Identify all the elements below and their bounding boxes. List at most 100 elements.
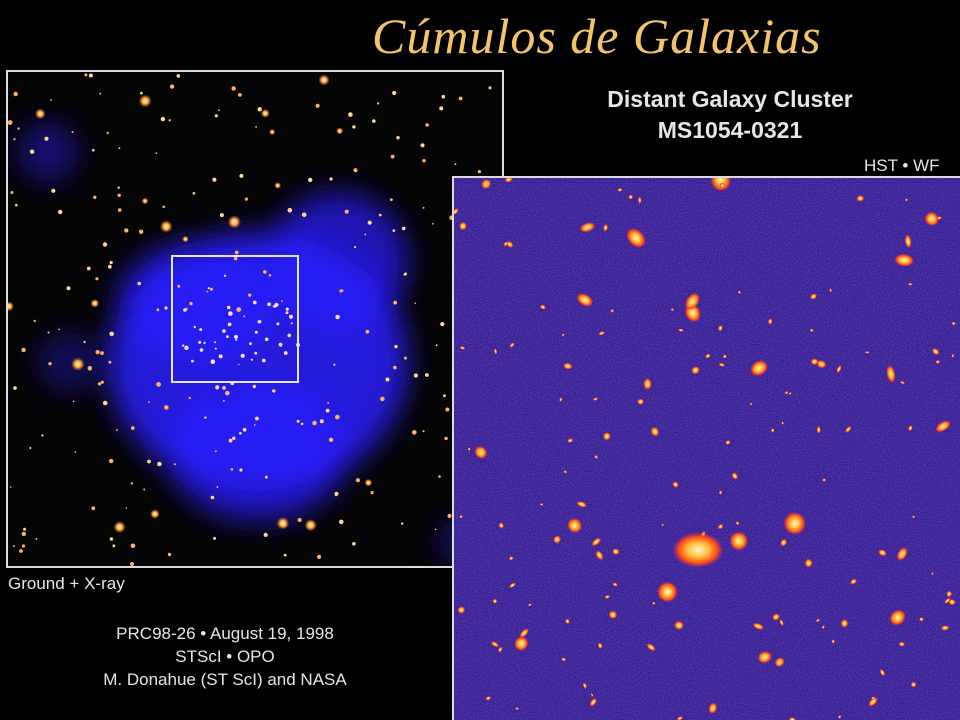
cluster-star xyxy=(228,311,233,316)
galaxy xyxy=(603,223,609,232)
star xyxy=(118,147,121,150)
star xyxy=(222,386,226,390)
galaxy xyxy=(676,716,684,720)
star xyxy=(58,328,60,331)
star xyxy=(206,290,209,293)
galaxy xyxy=(684,292,701,311)
star xyxy=(109,458,114,464)
ground-xray-image xyxy=(6,70,504,568)
galaxy xyxy=(490,641,499,648)
star xyxy=(488,86,492,90)
galaxy xyxy=(467,447,471,451)
star xyxy=(315,103,320,108)
star xyxy=(140,91,143,95)
galaxy xyxy=(737,290,741,294)
star xyxy=(29,149,35,154)
cluster-star xyxy=(193,325,196,329)
galaxy xyxy=(563,362,573,370)
galaxy xyxy=(650,426,660,437)
galaxy xyxy=(878,549,887,557)
star xyxy=(329,177,333,181)
star xyxy=(148,401,150,404)
star xyxy=(66,286,71,291)
star xyxy=(434,528,437,531)
cluster-star xyxy=(250,358,253,361)
galaxy xyxy=(935,420,951,433)
star xyxy=(8,120,13,125)
star xyxy=(9,486,12,488)
galaxy xyxy=(459,346,466,350)
star xyxy=(370,491,374,495)
star xyxy=(385,377,390,382)
galaxy xyxy=(508,556,514,561)
galaxy xyxy=(602,432,611,441)
star xyxy=(335,314,340,320)
star xyxy=(71,131,74,134)
galaxy xyxy=(749,402,753,406)
galaxy xyxy=(735,521,740,526)
galaxy xyxy=(506,240,514,248)
galaxy xyxy=(822,478,827,482)
star xyxy=(334,494,338,497)
galaxy xyxy=(845,426,852,433)
galaxy xyxy=(691,365,700,375)
galaxy xyxy=(652,601,656,605)
star xyxy=(109,331,114,337)
galaxy xyxy=(816,425,821,434)
star xyxy=(214,450,217,453)
star xyxy=(143,488,146,491)
star xyxy=(477,170,481,174)
galaxy xyxy=(780,538,788,547)
galaxy xyxy=(772,613,780,621)
star xyxy=(445,407,450,412)
star xyxy=(19,549,23,553)
cluster-star xyxy=(249,342,252,346)
star xyxy=(109,537,114,541)
cluster-star xyxy=(254,330,258,334)
star xyxy=(33,319,36,323)
star xyxy=(51,188,56,193)
galaxy xyxy=(528,603,532,607)
star xyxy=(227,215,241,229)
galaxy xyxy=(612,582,618,587)
galaxy xyxy=(804,558,813,568)
cluster-star xyxy=(222,329,226,333)
star xyxy=(90,298,100,308)
galaxy xyxy=(919,617,924,622)
star xyxy=(268,274,272,277)
cluster-star xyxy=(290,322,293,325)
star xyxy=(159,220,173,233)
galaxy xyxy=(718,362,726,367)
star xyxy=(239,173,244,178)
star xyxy=(21,544,26,548)
star xyxy=(225,390,230,396)
central-galaxy xyxy=(672,532,724,568)
galaxy xyxy=(829,288,833,293)
star xyxy=(248,293,252,297)
star xyxy=(432,223,434,225)
star xyxy=(325,408,330,413)
galaxy xyxy=(567,517,583,534)
star xyxy=(414,302,417,305)
galaxy xyxy=(770,428,775,433)
star xyxy=(317,554,322,559)
star xyxy=(441,94,446,99)
galaxy xyxy=(610,309,614,313)
galaxy xyxy=(553,535,561,544)
galaxy xyxy=(481,179,492,190)
star xyxy=(92,148,95,152)
cluster-star xyxy=(283,351,288,355)
galaxy xyxy=(935,360,941,364)
cluster-star xyxy=(214,341,216,344)
galaxy xyxy=(905,198,908,202)
star xyxy=(333,363,336,366)
galaxy xyxy=(565,618,570,624)
cluster-star xyxy=(278,342,283,347)
star xyxy=(308,177,313,183)
background-noise xyxy=(454,178,960,720)
cluster-star xyxy=(257,320,261,324)
star xyxy=(231,86,236,91)
cluster-star xyxy=(234,334,238,339)
star xyxy=(17,127,20,130)
cluster-star xyxy=(264,337,269,342)
